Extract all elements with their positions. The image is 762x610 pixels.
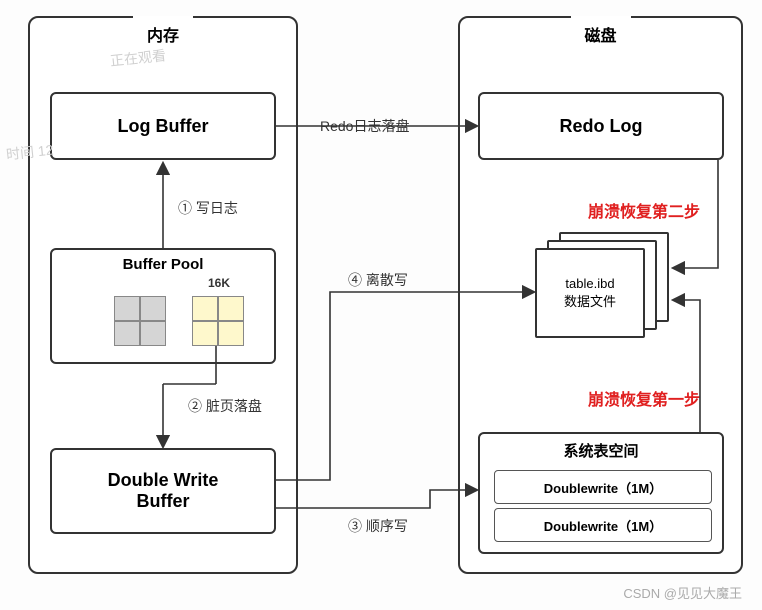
grid-cell	[140, 296, 166, 321]
crash-recovery-step1: 崩溃恢复第一步	[588, 386, 700, 410]
edge-label-3: ③ 顺序写	[348, 516, 408, 536]
crash-recovery-step2: 崩溃恢复第二步	[588, 198, 700, 222]
grid-cell	[114, 296, 140, 321]
buffer-pool-box: Buffer Pool 16K	[50, 248, 276, 364]
log-buffer-box: Log Buffer	[50, 92, 276, 160]
grid-cell	[114, 321, 140, 346]
edge-label-4: ④ 离散写	[348, 270, 408, 290]
file-card-front: table.ibd 数据文件	[535, 248, 645, 338]
memory-title: 内存	[133, 16, 193, 52]
disk-title: 磁盘	[570, 16, 630, 52]
edge-label-1: ① 写日志	[178, 198, 238, 218]
edge-label-2: ② 脏页落盘	[188, 396, 262, 416]
system-tablespace-box: 系统表空间 Doublewrite（1M） Doublewrite（1M）	[478, 432, 724, 554]
edge-label-redo: Redo日志落盘	[320, 116, 409, 136]
page-size-label: 16K	[208, 276, 230, 290]
grid-cell	[192, 296, 218, 321]
redo-log-label: Redo Log	[560, 116, 643, 137]
system-tablespace-title: 系统表空间	[480, 440, 722, 461]
grid-cell	[218, 321, 244, 346]
buffer-grid-inactive	[114, 296, 166, 346]
doublewrite-row-1-label: Doublewrite（1M）	[544, 478, 662, 497]
footer-watermark: CSDN @见见大魔王	[623, 583, 742, 602]
buffer-pool-label: Buffer Pool	[52, 256, 274, 273]
buffer-grid-active	[192, 296, 244, 346]
grid-cell	[218, 296, 244, 321]
table-file-desc: 数据文件	[564, 291, 616, 310]
double-write-buffer-label: Double Write Buffer	[108, 470, 219, 512]
grid-cell	[192, 321, 218, 346]
table-file-name: table.ibd	[565, 276, 614, 291]
redo-log-box: Redo Log	[478, 92, 724, 160]
double-write-buffer-box: Double Write Buffer	[50, 448, 276, 534]
doublewrite-row-2-label: Doublewrite（1M）	[544, 516, 662, 535]
log-buffer-label: Log Buffer	[118, 116, 209, 137]
doublewrite-row-2: Doublewrite（1M）	[494, 508, 712, 542]
grid-cell	[140, 321, 166, 346]
doublewrite-row-1: Doublewrite（1M）	[494, 470, 712, 504]
